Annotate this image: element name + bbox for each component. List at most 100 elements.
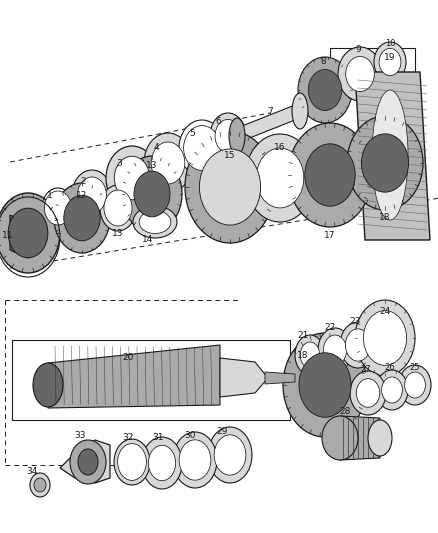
Ellipse shape: [210, 113, 246, 159]
Text: 15: 15: [224, 150, 236, 159]
Text: 22: 22: [325, 324, 336, 333]
Ellipse shape: [70, 440, 106, 484]
Ellipse shape: [364, 311, 406, 365]
Ellipse shape: [114, 156, 150, 200]
Text: 17: 17: [324, 230, 336, 239]
Ellipse shape: [215, 119, 241, 152]
Ellipse shape: [298, 57, 352, 123]
Text: 25: 25: [410, 364, 420, 373]
Polygon shape: [60, 440, 110, 483]
Ellipse shape: [208, 427, 252, 483]
Ellipse shape: [299, 353, 351, 417]
Text: 12: 12: [76, 190, 88, 199]
Ellipse shape: [184, 126, 220, 171]
Polygon shape: [48, 345, 220, 408]
Ellipse shape: [100, 185, 136, 231]
Ellipse shape: [376, 370, 408, 410]
Ellipse shape: [405, 372, 425, 398]
Ellipse shape: [72, 170, 112, 220]
Ellipse shape: [288, 123, 372, 227]
Text: 13: 13: [112, 229, 124, 238]
Ellipse shape: [0, 193, 60, 273]
Ellipse shape: [322, 416, 358, 460]
Ellipse shape: [173, 432, 217, 488]
Ellipse shape: [300, 342, 320, 368]
Ellipse shape: [318, 328, 352, 372]
Ellipse shape: [245, 134, 315, 222]
Ellipse shape: [229, 118, 245, 154]
Text: 23: 23: [350, 318, 360, 327]
Text: 29: 29: [216, 427, 228, 437]
Ellipse shape: [379, 49, 401, 76]
Ellipse shape: [78, 449, 98, 475]
Ellipse shape: [104, 190, 132, 226]
Ellipse shape: [133, 206, 177, 238]
Ellipse shape: [323, 335, 346, 365]
Text: 14: 14: [142, 236, 154, 245]
Ellipse shape: [350, 371, 386, 415]
Ellipse shape: [179, 440, 211, 480]
Ellipse shape: [308, 69, 342, 110]
Text: 26: 26: [385, 364, 396, 373]
Text: 27: 27: [360, 366, 371, 375]
Ellipse shape: [185, 131, 275, 243]
Text: 13: 13: [146, 160, 158, 169]
Text: 5: 5: [189, 128, 195, 138]
Ellipse shape: [30, 473, 50, 497]
Ellipse shape: [214, 435, 246, 475]
Ellipse shape: [340, 322, 376, 368]
Ellipse shape: [338, 47, 382, 101]
Text: 30: 30: [184, 432, 196, 440]
Text: 31: 31: [152, 433, 164, 442]
Text: 7: 7: [267, 108, 273, 117]
Polygon shape: [220, 358, 268, 397]
Polygon shape: [237, 103, 300, 143]
Ellipse shape: [346, 56, 374, 92]
Ellipse shape: [256, 148, 304, 208]
Text: 18: 18: [379, 214, 391, 222]
Text: 10: 10: [385, 38, 395, 47]
Text: 8: 8: [320, 58, 326, 67]
Polygon shape: [340, 416, 380, 460]
Ellipse shape: [179, 120, 225, 176]
Ellipse shape: [64, 195, 100, 241]
Text: 1: 1: [47, 191, 53, 200]
Polygon shape: [265, 372, 295, 384]
Ellipse shape: [151, 142, 185, 184]
Text: 21: 21: [297, 330, 309, 340]
Ellipse shape: [372, 90, 408, 220]
Text: 28: 28: [339, 408, 351, 416]
Ellipse shape: [78, 177, 106, 213]
Text: 3: 3: [116, 158, 122, 167]
Ellipse shape: [347, 116, 423, 210]
Ellipse shape: [292, 93, 308, 129]
Ellipse shape: [54, 183, 110, 253]
Ellipse shape: [346, 329, 371, 361]
Text: 32: 32: [122, 433, 134, 442]
Ellipse shape: [399, 365, 431, 405]
Ellipse shape: [42, 188, 74, 228]
Ellipse shape: [368, 420, 392, 456]
Ellipse shape: [361, 134, 409, 192]
Ellipse shape: [305, 144, 355, 206]
Text: 18: 18: [297, 351, 309, 359]
Text: 33: 33: [74, 431, 86, 440]
Text: 24: 24: [379, 308, 391, 317]
Text: 6: 6: [215, 117, 221, 125]
Text: 2: 2: [80, 177, 86, 187]
Polygon shape: [355, 72, 430, 240]
Text: 34: 34: [26, 467, 38, 477]
Polygon shape: [10, 215, 28, 258]
Ellipse shape: [199, 149, 261, 225]
Ellipse shape: [356, 379, 380, 407]
Bar: [330, 48, 415, 86]
Ellipse shape: [117, 443, 146, 480]
Text: 9: 9: [355, 45, 361, 54]
Ellipse shape: [144, 133, 192, 193]
Ellipse shape: [114, 439, 150, 485]
Text: 16: 16: [274, 143, 286, 152]
Ellipse shape: [142, 437, 182, 489]
Ellipse shape: [34, 478, 46, 492]
Ellipse shape: [148, 445, 176, 481]
Ellipse shape: [33, 363, 63, 407]
